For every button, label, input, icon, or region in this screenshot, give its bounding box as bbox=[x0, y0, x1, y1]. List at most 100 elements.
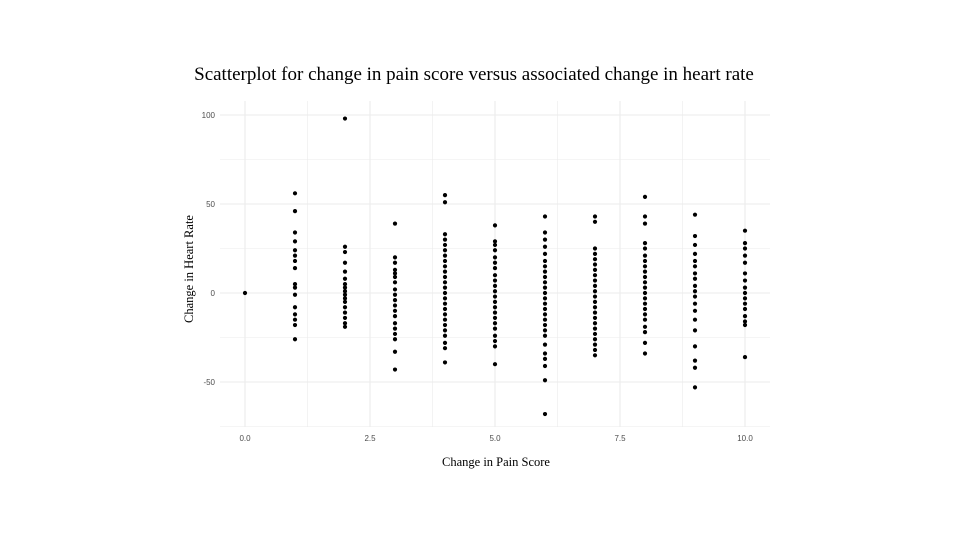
data-point bbox=[292, 248, 298, 253]
data-point bbox=[642, 351, 648, 356]
data-point bbox=[642, 253, 648, 258]
data-point bbox=[542, 306, 548, 312]
data-point bbox=[342, 296, 348, 301]
data-point bbox=[692, 242, 698, 248]
data-point bbox=[492, 223, 498, 228]
data-point bbox=[542, 328, 548, 333]
data-point bbox=[392, 331, 398, 337]
data-point bbox=[692, 301, 698, 306]
y-tick-label: 100 bbox=[202, 111, 216, 120]
data-point bbox=[342, 260, 348, 265]
data-point bbox=[592, 214, 598, 219]
data-point bbox=[542, 285, 548, 290]
data-point bbox=[692, 289, 698, 294]
data-point bbox=[492, 333, 498, 338]
data-point bbox=[642, 269, 648, 274]
data-point bbox=[642, 214, 648, 219]
data-point bbox=[342, 289, 348, 294]
data-point bbox=[542, 296, 548, 301]
data-point bbox=[442, 285, 448, 290]
data-point bbox=[542, 333, 548, 338]
data-point bbox=[442, 248, 448, 253]
data-point bbox=[492, 299, 498, 304]
data-point bbox=[492, 326, 498, 331]
x-tick-label: 5.0 bbox=[489, 434, 501, 443]
data-point bbox=[342, 292, 348, 297]
data-point bbox=[542, 290, 548, 296]
data-point bbox=[742, 314, 748, 319]
data-point bbox=[542, 342, 548, 347]
data-points bbox=[242, 116, 748, 417]
data-point bbox=[742, 290, 748, 296]
data-point bbox=[292, 305, 298, 310]
x-axis-title: Change in Pain Score bbox=[442, 455, 550, 469]
data-point bbox=[592, 315, 598, 321]
data-point bbox=[692, 283, 698, 288]
data-point bbox=[342, 315, 348, 321]
data-point bbox=[292, 230, 298, 235]
data-point bbox=[592, 257, 598, 262]
data-point bbox=[292, 258, 298, 264]
data-point bbox=[292, 285, 298, 290]
data-point bbox=[342, 299, 348, 304]
data-point bbox=[392, 221, 398, 226]
data-point bbox=[442, 301, 448, 306]
data-point bbox=[592, 289, 598, 294]
data-point bbox=[392, 292, 398, 297]
data-point bbox=[642, 301, 648, 306]
data-point bbox=[442, 296, 448, 301]
data-point bbox=[442, 200, 448, 205]
data-point bbox=[542, 274, 548, 280]
data-point bbox=[592, 262, 598, 267]
data-point bbox=[692, 258, 698, 264]
data-point bbox=[292, 253, 298, 258]
data-point bbox=[692, 317, 698, 322]
data-point bbox=[442, 333, 448, 338]
data-point bbox=[592, 305, 598, 310]
data-point bbox=[542, 251, 548, 256]
data-point bbox=[442, 193, 448, 198]
data-point bbox=[292, 312, 298, 317]
data-point bbox=[542, 230, 548, 235]
data-point bbox=[492, 239, 498, 244]
data-point bbox=[592, 267, 598, 272]
data-point bbox=[592, 337, 598, 342]
data-point bbox=[492, 255, 498, 260]
data-point bbox=[442, 322, 448, 328]
data-point bbox=[392, 308, 398, 313]
data-point bbox=[542, 258, 548, 264]
data-point bbox=[442, 253, 448, 258]
data-point bbox=[392, 267, 398, 272]
data-point bbox=[642, 246, 648, 251]
data-point bbox=[492, 310, 498, 315]
data-point bbox=[742, 278, 748, 283]
data-point bbox=[442, 258, 448, 264]
data-point bbox=[392, 314, 398, 319]
data-point bbox=[342, 305, 348, 310]
data-point bbox=[492, 260, 498, 265]
data-point bbox=[292, 265, 298, 271]
data-point bbox=[642, 274, 648, 280]
data-point bbox=[442, 242, 448, 248]
data-point bbox=[392, 274, 398, 280]
data-point bbox=[392, 280, 398, 285]
data-point bbox=[542, 411, 548, 417]
data-point bbox=[742, 271, 748, 276]
data-point bbox=[442, 232, 448, 237]
data-point bbox=[442, 264, 448, 269]
data-point bbox=[642, 258, 648, 264]
data-point bbox=[642, 306, 648, 312]
data-point bbox=[642, 194, 648, 199]
data-point bbox=[692, 358, 698, 363]
data-point bbox=[392, 337, 398, 342]
data-point bbox=[242, 290, 248, 296]
data-point bbox=[642, 221, 648, 226]
data-point bbox=[542, 317, 548, 322]
data-point bbox=[592, 278, 598, 283]
data-point bbox=[342, 249, 348, 255]
data-point bbox=[542, 322, 548, 328]
chart-title: Scatterplot for change in pain score ver… bbox=[194, 64, 754, 85]
data-point bbox=[442, 360, 448, 365]
data-point bbox=[742, 228, 748, 233]
data-point bbox=[642, 312, 648, 317]
